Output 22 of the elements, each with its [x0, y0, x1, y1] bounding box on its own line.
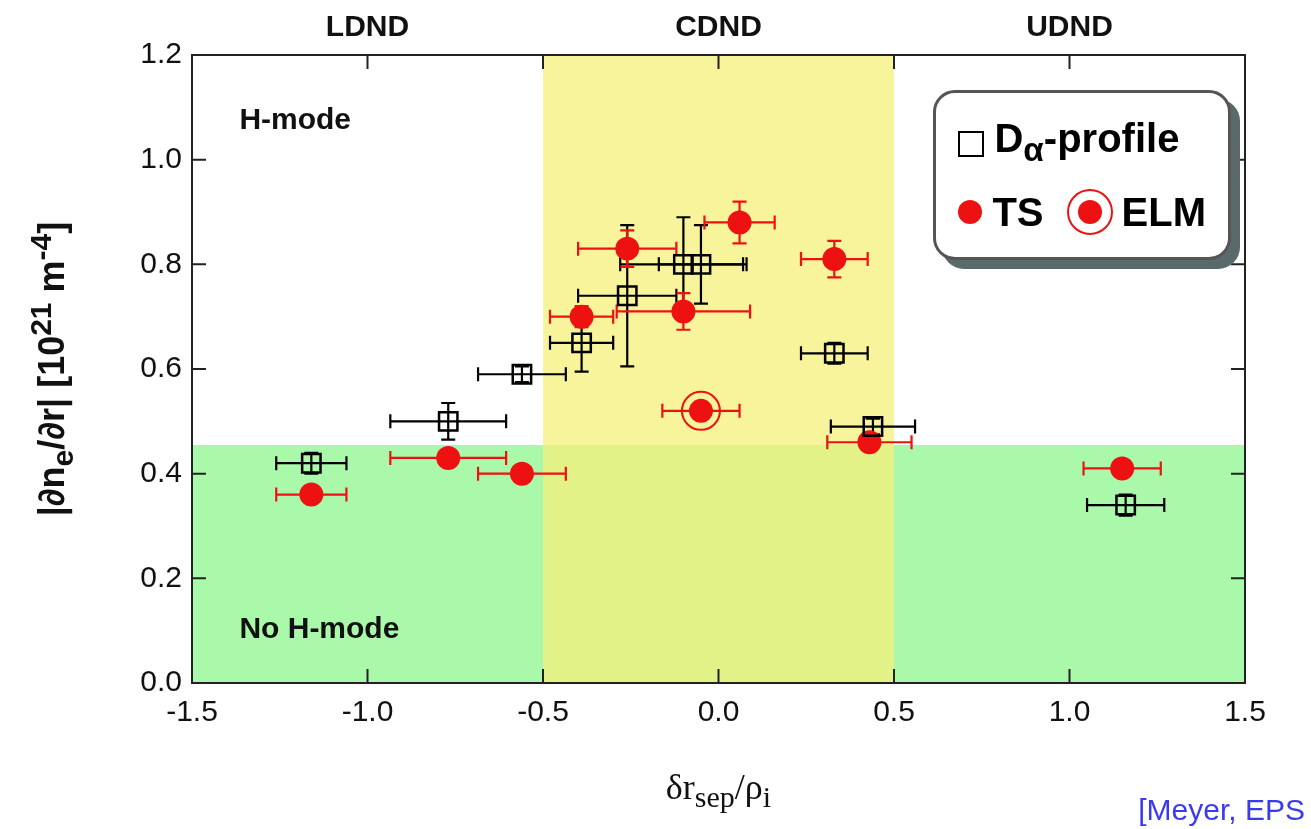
x-tick-label: 1.0	[1048, 694, 1091, 728]
y-tick-label: 0.6	[140, 350, 182, 384]
text: CDND	[675, 9, 762, 43]
x-tick-label: -1.0	[341, 694, 394, 728]
legend-label: D$_{α}$-profile	[994, 115, 1180, 170]
y-tick-label: 0.4	[140, 454, 182, 488]
y-tick-label: 1.2	[140, 36, 182, 70]
legend-label: TS	[992, 189, 1044, 236]
y-tick-label: 0.8	[140, 245, 182, 279]
y-tick-label: 1.0	[140, 140, 182, 174]
legend-label: ELM	[1121, 189, 1206, 236]
x-tick-label: 0.0	[697, 694, 740, 728]
x-tick-label: -0.5	[517, 694, 569, 728]
x-tick-label: 0.5	[873, 694, 915, 728]
x-tick-label: 1.5	[1224, 694, 1266, 728]
text: LDND	[325, 9, 410, 43]
text: UDND	[1026, 9, 1113, 43]
text: [Meyer, EPS	[1138, 793, 1305, 827]
y-tick-label: 0.2	[140, 559, 182, 593]
annotation: H-mode	[239, 102, 352, 136]
annotation: No H-mode	[239, 610, 400, 644]
x-axis-title: δr$_{sep}$/ρ$_{i}$	[665, 765, 772, 815]
